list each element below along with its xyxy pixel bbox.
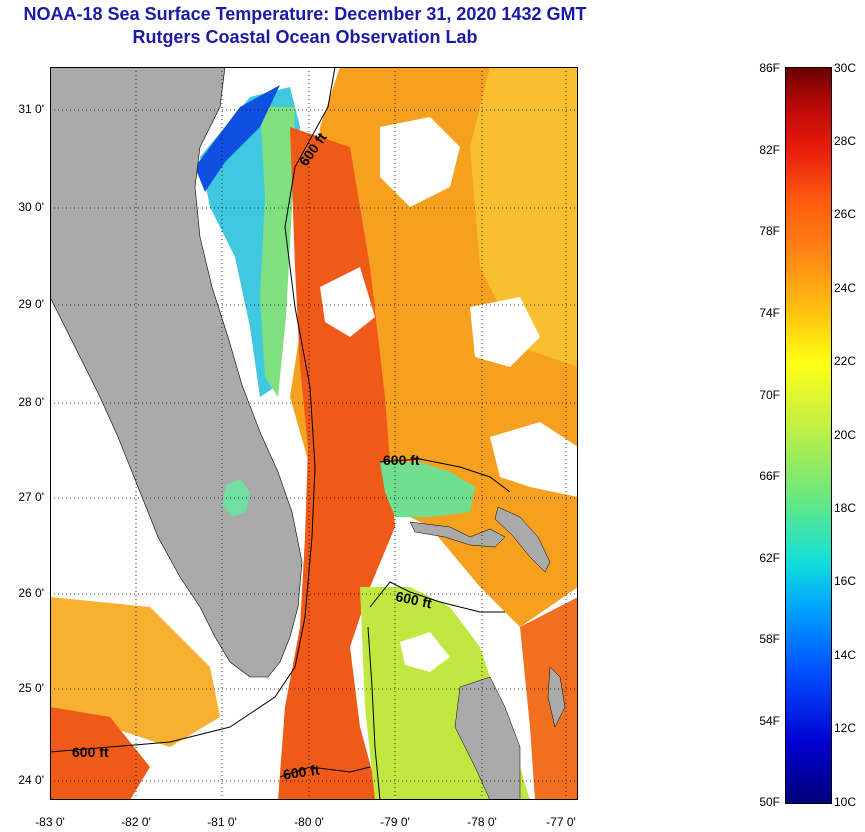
fahrenheit-label: 58F [759, 632, 780, 646]
lon-label: -78 0' [467, 815, 497, 829]
lon-label: -82 0' [121, 815, 151, 829]
celsius-label: 12C [834, 721, 857, 735]
contour-600ft [50, 67, 511, 800]
fahrenheit-label: 78F [759, 224, 780, 238]
lat-label: 26 0' [18, 586, 44, 600]
gulf-of-mexico-red [50, 707, 150, 800]
gulf-of-mexico-water [50, 597, 220, 747]
contour-label: 600 ft [72, 744, 109, 760]
cloud-patch [490, 422, 578, 497]
grand-bahama-island [409, 521, 506, 548]
fahrenheit-label: 50F [759, 795, 780, 809]
cloud-patch [470, 297, 540, 367]
celsius-label: 18C [834, 501, 857, 515]
lon-label: -77 0' [546, 815, 576, 829]
shelf-green-water [260, 107, 295, 397]
lake-okeechobee [222, 479, 250, 517]
cloud-patch [320, 267, 375, 337]
lat-label: 31 0' [18, 102, 44, 116]
lat-label: 25 0' [18, 681, 44, 695]
celsius-label: 22C [834, 354, 857, 368]
fahrenheit-label: 54F [759, 714, 780, 728]
map-subtitle: Rutgers Coastal Ocean Observation Lab [132, 27, 478, 47]
eleuthera-island [547, 666, 566, 728]
lat-label: 27 0' [18, 490, 44, 504]
contour-label: 600 ft [383, 452, 420, 468]
cloud-patch [400, 632, 450, 672]
andros-island [454, 676, 521, 800]
shelf-cold-water [195, 85, 280, 192]
lon-label: -79 0' [380, 815, 410, 829]
celsius-label: 16C [834, 574, 857, 588]
lat-label: 24 0' [18, 773, 44, 787]
fahrenheit-label: 66F [759, 469, 780, 483]
offshore-yellow-water [470, 67, 578, 367]
lat-label: 28 0' [18, 395, 44, 409]
temperature-color-bar [785, 67, 832, 804]
cloud-patch [380, 117, 460, 207]
fahrenheit-label: 82F [759, 143, 780, 157]
celsius-label: 10C [834, 795, 857, 809]
fahrenheit-label: 70F [759, 388, 780, 402]
fahrenheit-label: 74F [759, 306, 780, 320]
graticule [50, 67, 578, 800]
lon-label: -80 0' [294, 815, 324, 829]
celsius-label: 28C [834, 134, 857, 148]
map-title: NOAA-18 Sea Surface Temperature: Decembe… [23, 4, 587, 24]
celsius-label: 26C [834, 207, 857, 221]
lat-label: 30 0' [18, 200, 44, 214]
fahrenheit-label: 86F [759, 61, 780, 75]
abaco-island [494, 506, 551, 573]
florida-land [50, 67, 303, 678]
map-frame [50, 67, 578, 800]
celsius-label: 24C [834, 281, 857, 295]
lon-label: -81 0' [207, 815, 237, 829]
contour-label: 600 ft [394, 588, 433, 611]
sst-map: 600 ft 600 ft 600 ft 600 ft 600 ft [50, 67, 578, 800]
celsius-label: 30C [834, 61, 857, 75]
lat-label: 29 0' [18, 297, 44, 311]
lon-label: -83 0' [35, 815, 65, 829]
celsius-label: 14C [834, 648, 857, 662]
contour-label: 600 ft [282, 762, 321, 783]
contour-labels: 600 ft 600 ft 600 ft 600 ft 600 ft [72, 129, 434, 782]
fahrenheit-label: 62F [759, 551, 780, 565]
celsius-label: 20C [834, 428, 857, 442]
little-bahama-bank [380, 462, 475, 517]
